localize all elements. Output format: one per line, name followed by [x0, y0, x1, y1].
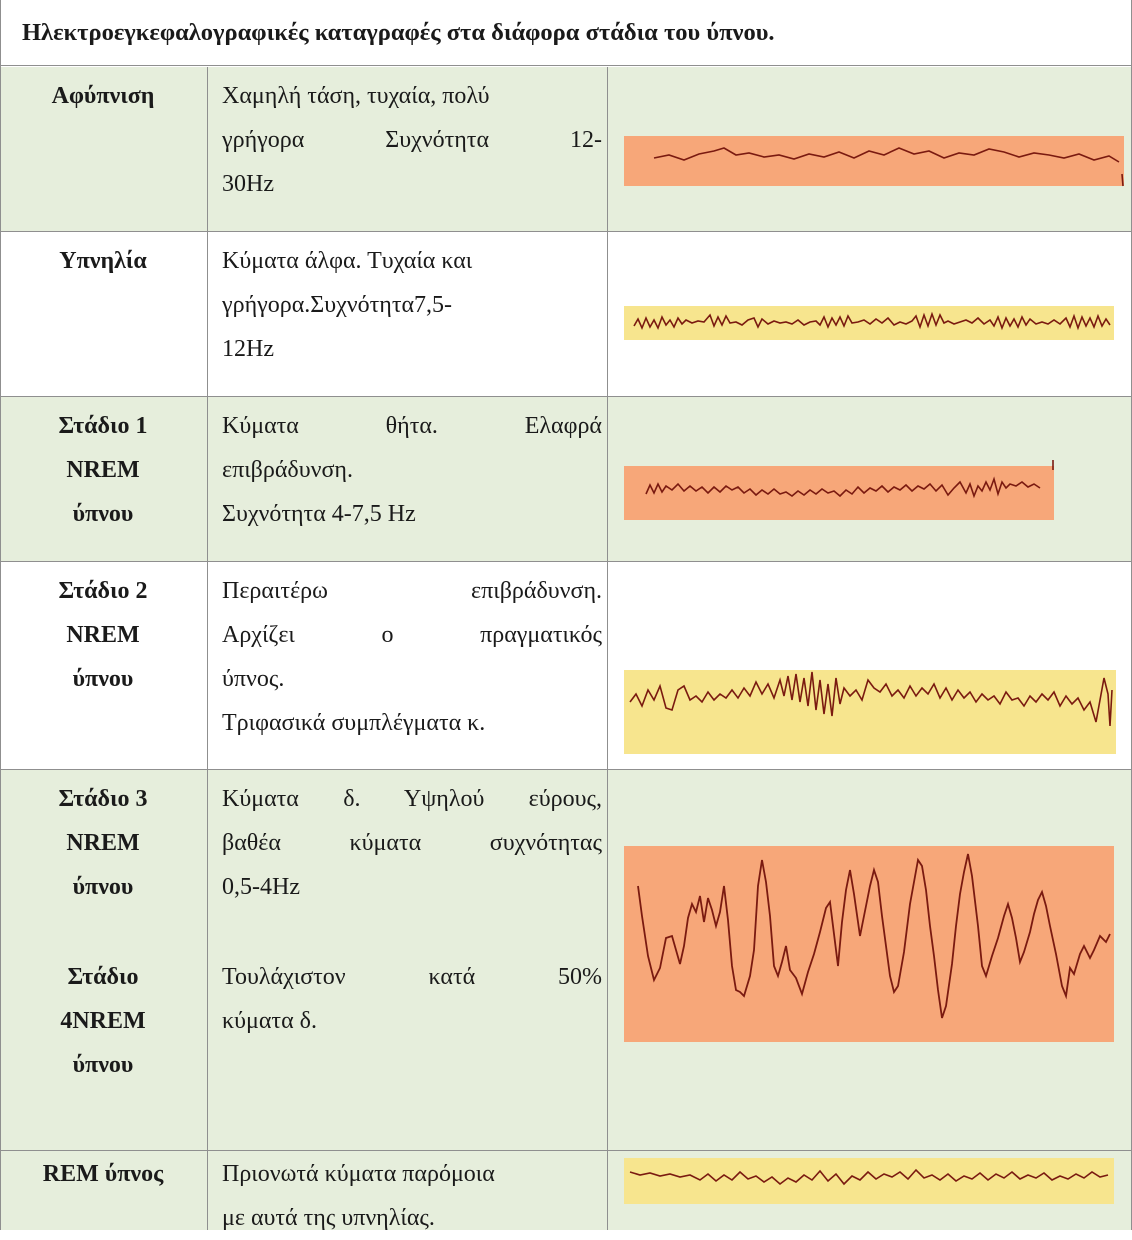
- stage-label-line: ύπνου: [72, 874, 134, 900]
- stage-label-awake: Αφύπνιση: [0, 74, 206, 118]
- row-divider: [0, 561, 1132, 562]
- stage-label-line: NREM: [66, 830, 140, 856]
- stage-description-rem: Πριονωτά κύματα παρόμοια με αυτά της υπν…: [222, 1152, 602, 1240]
- stage-label-rem: REM ύπνος: [0, 1152, 206, 1196]
- stage-label-line: ύπνου: [72, 501, 134, 527]
- description-line: Πριονωτά κύματα παρόμοια: [222, 1161, 495, 1187]
- row-divider: [0, 396, 1132, 397]
- stage-description-stage4: Τουλάχιστον κατά 50% κύματα δ.: [222, 955, 602, 1043]
- stage-description-drowsy: Κύματα άλφα. Τυχαία και γρήγορα.Συχνότητ…: [222, 239, 602, 371]
- description-line: επιβράδυνση.: [222, 457, 353, 483]
- stage-label-line: Υπνηλία: [59, 248, 147, 274]
- stage-label-stage2: Στάδιο 2 NREM ύπνου: [0, 569, 206, 701]
- description-line: Αρχίζει ο πραγματικός: [222, 622, 602, 648]
- stage-label-line: NREM: [66, 622, 140, 648]
- stage-label-line: ύπνου: [72, 1052, 134, 1078]
- description-line: γρήγορα Συχνότητα 12-: [222, 127, 602, 153]
- description-line: Κύματα δ. Υψηλού εύρους,: [222, 786, 602, 812]
- row-divider: [0, 769, 1132, 770]
- stage-label-line: NREM: [66, 457, 140, 483]
- description-line: Συχνότητα 4-7,5 Hz: [222, 501, 416, 527]
- description-line: 12Hz: [222, 336, 274, 362]
- eeg-trace-rem-image: [624, 1158, 1114, 1204]
- stage-label-line: Στάδιο 2: [58, 578, 148, 604]
- eeg-trace-stage1-image: [624, 460, 1054, 520]
- description-line: Τουλάχιστον κατά 50%: [222, 964, 602, 990]
- stage-description-stage3: Κύματα δ. Υψηλού εύρους, βαθέα κύματα συ…: [222, 777, 602, 909]
- description-line: Κύματα άλφα. Τυχαία και: [222, 248, 473, 274]
- stage-label-line: REM ύπνος: [42, 1161, 164, 1187]
- row-divider: [0, 231, 1132, 232]
- stage-label-line: 4NREM: [60, 1008, 146, 1034]
- stage-description-stage1: Κύματα θήτα. Ελαφρά επιβράδυνση. Συχνότη…: [222, 404, 602, 536]
- stage-label-stage1: Στάδιο 1 NREM ύπνου: [0, 404, 206, 536]
- stage-label-line: Στάδιο: [67, 964, 139, 990]
- description-line: Τριφασικά συμπλέγματα κ.: [222, 710, 486, 736]
- description-line: 0,5-4Hz: [222, 874, 300, 900]
- stage-label-stage3: Στάδιο 3 NREM ύπνου: [0, 777, 206, 909]
- description-line: κύματα δ.: [222, 1008, 317, 1034]
- table-left-border: [0, 0, 1, 1230]
- eeg-trace-drowsy-image: [624, 306, 1114, 340]
- row-divider: [0, 1150, 1132, 1151]
- eeg-trace-stage2-image: [624, 670, 1116, 754]
- description-line: Περαιτέρω επιβράδυνση.: [222, 578, 602, 604]
- description-line: Χαμηλή τάση, τυχαία, πολύ: [222, 83, 490, 109]
- stage-label-line: ύπνου: [72, 666, 134, 692]
- stage-label-line: Στάδιο 3: [58, 786, 148, 812]
- stage-description-awake: Χαμηλή τάση, τυχαία, πολύ γρήγορα Συχνότ…: [222, 74, 602, 206]
- stage-description-stage2: Περαιτέρω επιβράδυνση. Αρχίζει ο πραγματ…: [222, 569, 602, 745]
- column-divider: [607, 67, 608, 1230]
- stage-label-line: Στάδιο 1: [58, 413, 148, 439]
- description-line: με αυτά της υπνηλίας.: [222, 1205, 435, 1231]
- description-line: βαθέα κύματα συχνότητας: [222, 830, 602, 856]
- description-line: Κύματα θήτα. Ελαφρά: [222, 413, 602, 439]
- description-line: 30Hz: [222, 171, 274, 197]
- column-divider: [207, 67, 208, 1230]
- description-line: ύπνος.: [222, 666, 285, 692]
- description-line: γρήγορα.Συχνότητα7,5-: [222, 292, 453, 318]
- eeg-trace-awake-image: [624, 136, 1124, 187]
- stage-label-stage4: Στάδιο 4NREM ύπνου: [0, 955, 206, 1087]
- stage-label-drowsy: Υπνηλία: [0, 239, 206, 283]
- table-title: Ηλεκτροεγκεφαλογραφικές καταγραφές στα δ…: [0, 0, 1132, 66]
- eeg-trace-stage3-4-image: [624, 846, 1114, 1042]
- stage-label-line: Αφύπνιση: [51, 83, 155, 109]
